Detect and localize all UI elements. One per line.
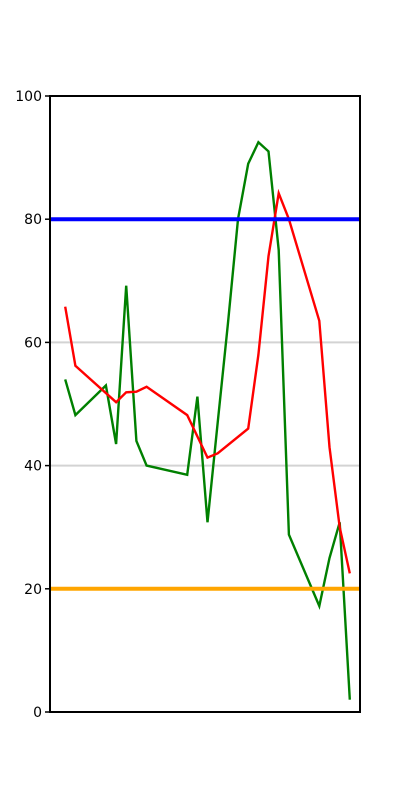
y-tick-label-80: 80 [24, 212, 42, 228]
plot-frame [49, 95, 361, 713]
y-tick-label-100: 100 [15, 89, 42, 105]
y-tick-label-40: 40 [24, 459, 42, 475]
y-tick-label-20: 20 [24, 582, 42, 598]
y-tick-label-0: 0 [33, 705, 42, 721]
series-line-1 [64, 140, 351, 700]
series-line-2 [64, 188, 351, 574]
y-tick-label-60: 60 [24, 335, 42, 351]
